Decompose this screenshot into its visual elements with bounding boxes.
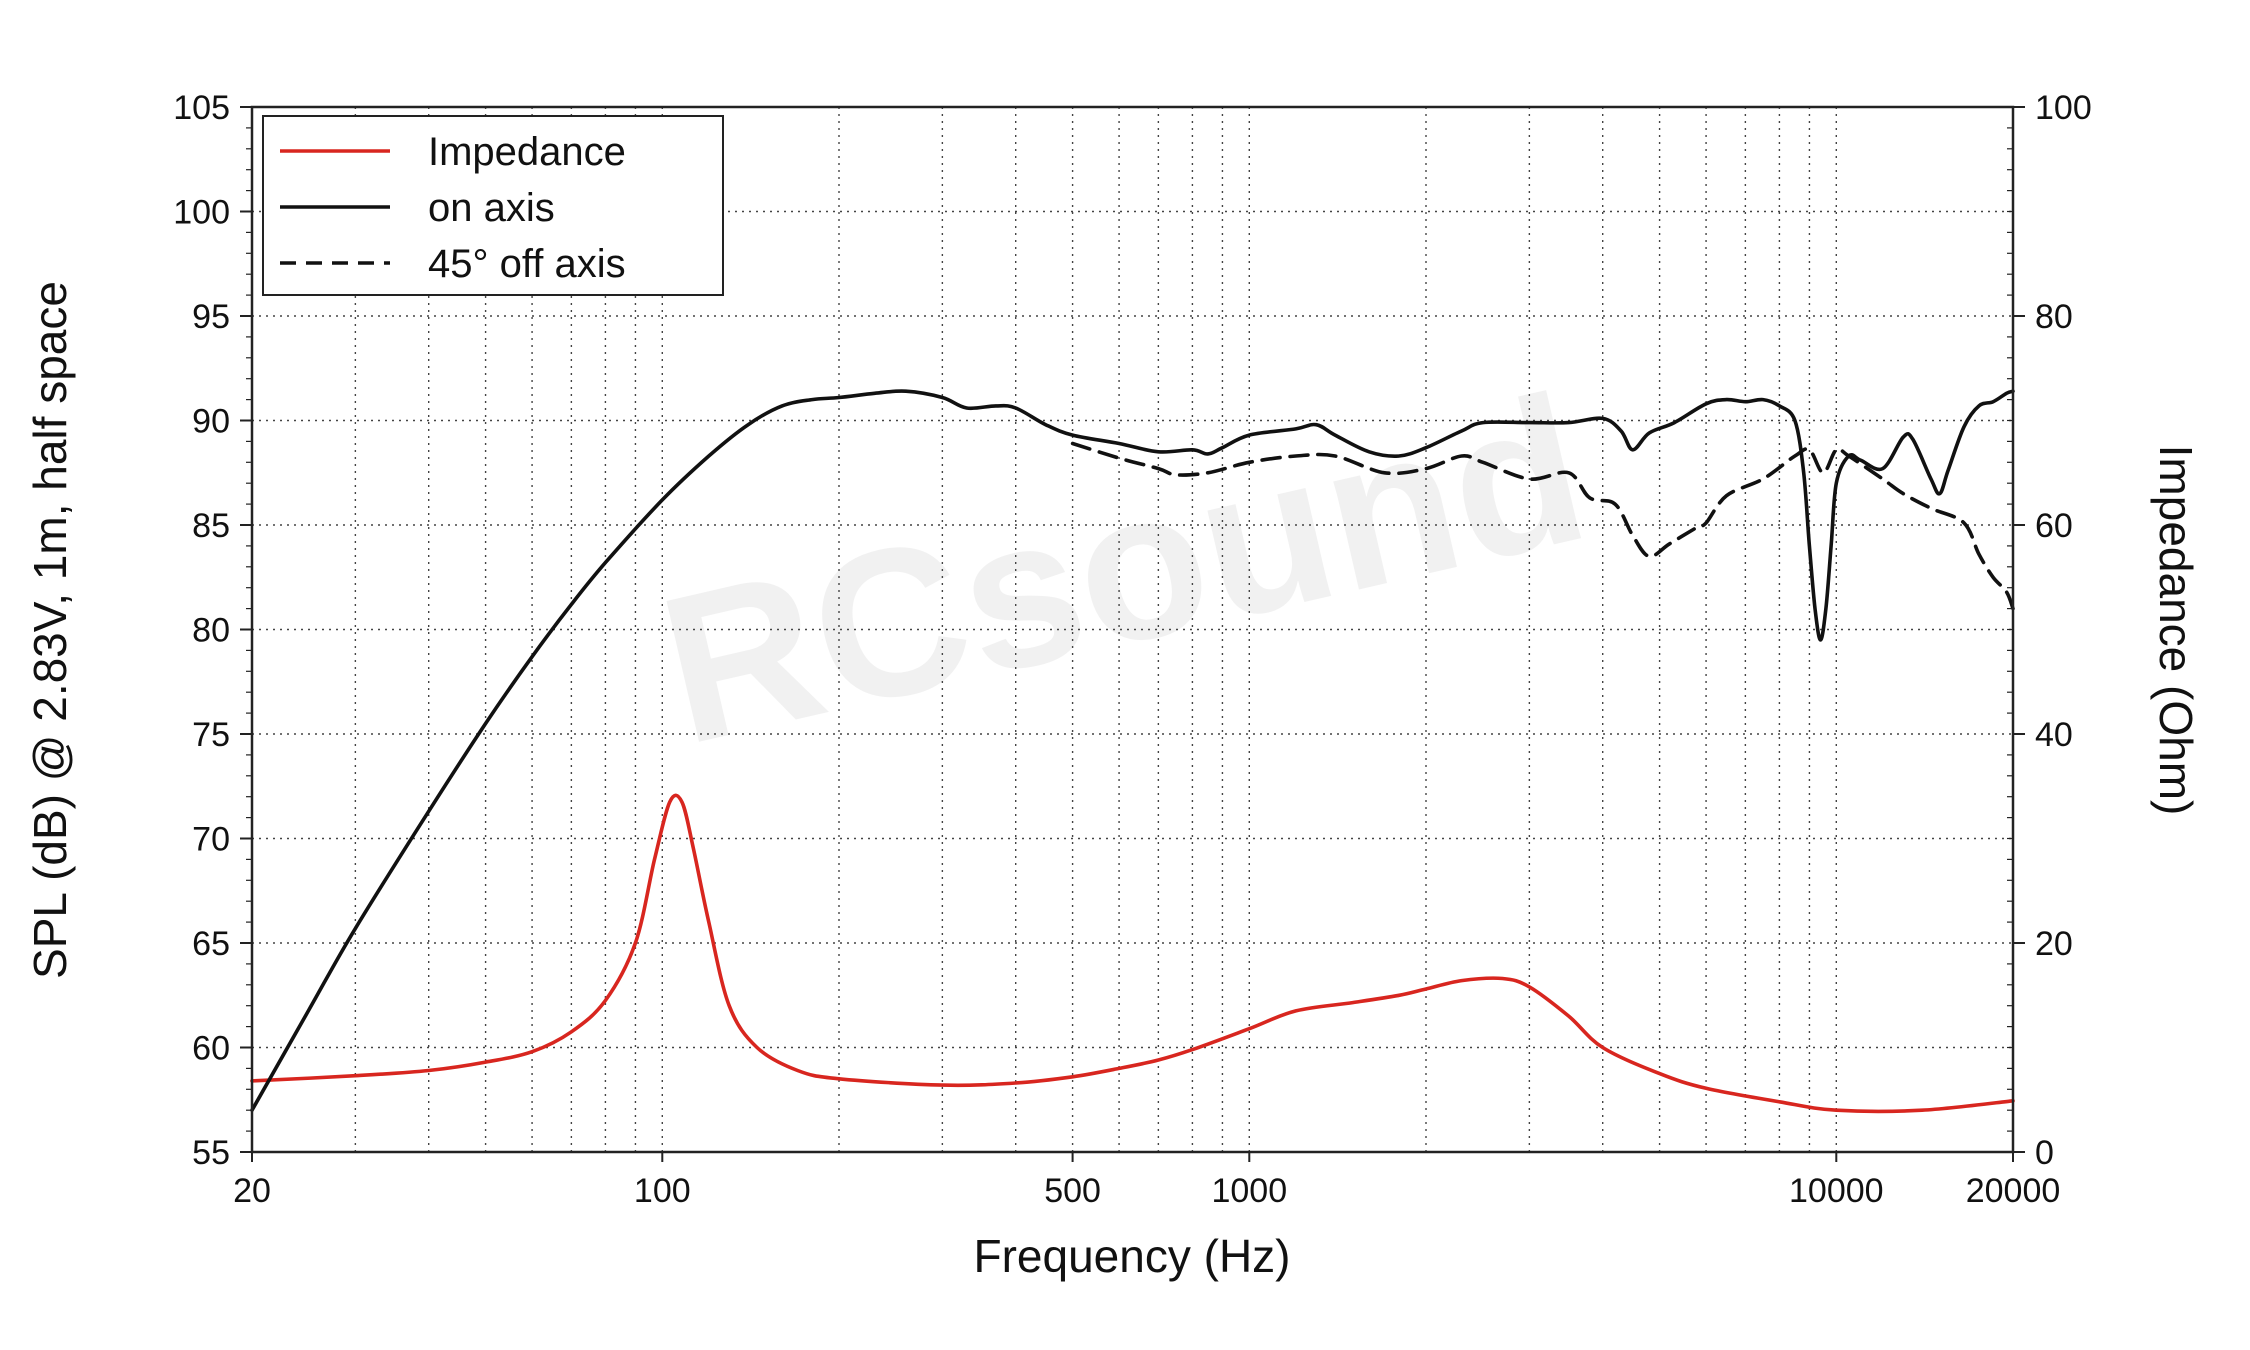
y-tick-label: 55 [192, 1134, 230, 1172]
y-tick-label: 80 [192, 612, 230, 650]
series-line-45-off-axis [1070, 441, 2015, 611]
y-tick-label: 95 [192, 298, 230, 336]
legend-label-off-axis: 45° off axis [428, 242, 626, 286]
series-line-impedance [250, 793, 2015, 1114]
watermark: RCsound [643, 350, 1605, 789]
y2-tick-label: 60 [2035, 507, 2073, 545]
x-tick-label: 10000 [1789, 1172, 1884, 1210]
x-tick-label: 20 [233, 1172, 271, 1210]
y-tick-label: 90 [192, 403, 230, 441]
x-tick-label: 500 [1044, 1172, 1101, 1210]
y2-tick-label: 0 [2035, 1134, 2054, 1172]
series-layer [250, 389, 2015, 1114]
x-tick-label: 1000 [1211, 1172, 1287, 1210]
y-tick-label: 65 [192, 925, 230, 963]
y-tick-label: 100 [173, 194, 230, 232]
series-line-on-axis [250, 389, 2015, 1112]
y2-tick-label: 20 [2035, 925, 2073, 963]
y-axis-title: SPL (dB) @ 2.83V, 1m, half space [24, 281, 76, 979]
y-tick-label: 60 [192, 1030, 230, 1068]
legend-label-impedance: Impedance [428, 130, 626, 174]
legend-label-on-axis: on axis [428, 186, 555, 230]
y2-tick-label: 40 [2035, 716, 2073, 754]
watermark-layer: RCsound [643, 350, 1605, 789]
y-tick-label: 105 [173, 89, 230, 127]
y2-tick-label: 80 [2035, 298, 2073, 336]
y-tick-label: 70 [192, 821, 230, 859]
y2-tick-label: 100 [2035, 89, 2092, 127]
axis-ticks: 55 60 65 70 75 80 85 90 95 100 105 0 20 40 60 80 100 20 10… [173, 89, 2091, 1210]
x-tick-label: 100 [634, 1172, 691, 1210]
legend: Impedance on axis 45° off axis [262, 115, 724, 296]
x-axis-title: Frequency (Hz) [974, 1230, 1291, 1282]
x-tick-label: 20000 [1966, 1172, 2061, 1210]
y-tick-label: 85 [192, 507, 230, 545]
y2-axis-title: Impedance (Ohm) [2150, 445, 2202, 816]
y-tick-label: 75 [192, 716, 230, 754]
